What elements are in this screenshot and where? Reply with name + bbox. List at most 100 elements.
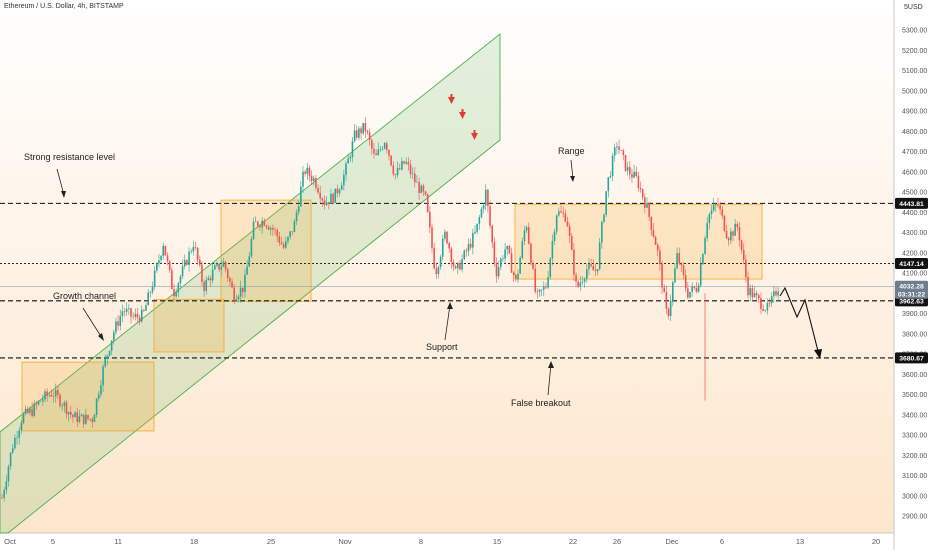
candle-body (616, 146, 618, 148)
candle-body (641, 189, 644, 198)
time-tick-label: 6 (720, 537, 724, 546)
candle-body (106, 355, 109, 359)
candle-body (573, 249, 575, 275)
candle-body (276, 230, 278, 237)
candle-body (493, 242, 496, 263)
candle-body (448, 243, 450, 249)
candle-body (732, 231, 734, 236)
level-price-tag (895, 257, 928, 269)
candle-body (609, 175, 612, 178)
candle-body (637, 176, 640, 188)
candle-body (89, 418, 91, 420)
candle-body (42, 399, 44, 402)
candle-body (321, 198, 324, 201)
candle-body (403, 161, 405, 164)
candle-body (317, 187, 319, 193)
candle-body (261, 220, 263, 228)
candle-body (583, 278, 586, 282)
candle-body (669, 300, 672, 317)
candle-body (560, 211, 562, 213)
time-tick-label: 15 (493, 537, 501, 546)
candle-body (441, 238, 444, 257)
candle-body (424, 191, 427, 195)
candle-body (336, 188, 339, 194)
candle-body (545, 286, 547, 288)
candle-body (338, 189, 341, 194)
candle-body (211, 269, 214, 281)
price-tick-label: 3500.00 (902, 392, 927, 399)
candle-body (300, 186, 302, 207)
candle-body (605, 191, 607, 215)
candle-body (14, 437, 16, 449)
candle-body (310, 175, 313, 181)
candle-body (269, 228, 272, 230)
level-price-text: 4443.81 (899, 201, 924, 208)
candle-body (280, 242, 283, 245)
price-tick-label: 4200.00 (902, 250, 927, 257)
support-arrowhead-icon (447, 302, 453, 309)
candle-body (659, 250, 661, 264)
last-price-tag (895, 280, 928, 299)
candle-body (454, 266, 457, 269)
candle-body (431, 227, 433, 248)
candle-body (332, 193, 334, 203)
price-tick-label: 5200.00 (902, 48, 927, 55)
candle-body (117, 321, 119, 326)
candle-body (121, 311, 124, 316)
candle-body (620, 149, 622, 151)
candle-body (652, 229, 655, 237)
candle-body (736, 223, 739, 228)
breakout-arrowhead-icon (548, 361, 554, 368)
candle-body (618, 146, 620, 150)
candle-body (205, 279, 208, 291)
candle-body (740, 240, 743, 251)
growth-channel (0, 33, 501, 534)
countdown-text: 03:31:22 (898, 292, 925, 299)
candle-body (67, 411, 70, 415)
candle-body (626, 167, 629, 171)
candle-body (353, 130, 356, 142)
candle-body (18, 430, 20, 438)
candle-body (110, 340, 113, 352)
candle-body (188, 251, 190, 265)
candle-body (1, 497, 3, 499)
time-tick-label: 22 (569, 537, 577, 546)
candle-body (168, 261, 171, 271)
candle-body (708, 214, 711, 223)
candle-body (5, 481, 8, 491)
currency-badge[interactable]: 5USD (904, 4, 923, 11)
price-tick-label: 4900.00 (902, 109, 927, 116)
candle-body (164, 245, 167, 256)
price-tick-label: 3300.00 (902, 433, 927, 440)
candle-body (646, 202, 648, 208)
candle-body (411, 173, 414, 175)
growth-channel-label: Growth channel (53, 291, 116, 301)
candle-body (186, 260, 188, 265)
price-tick-label: 5100.00 (902, 68, 927, 75)
time-tick-label: 11 (114, 537, 122, 546)
candle-body (145, 305, 147, 311)
last-price-text: 4032.28 (899, 284, 924, 291)
candle-body (242, 287, 244, 293)
candle-body (136, 314, 139, 318)
candle-body (444, 231, 446, 239)
candle-body (257, 221, 259, 226)
candle-body (220, 266, 223, 270)
candle-body (540, 289, 543, 291)
candle-body (663, 287, 665, 293)
candle-body (113, 332, 115, 341)
candle-body (429, 211, 431, 228)
candle-body (183, 260, 186, 267)
candle-body (500, 258, 502, 268)
candle-body (27, 408, 29, 413)
candle-body (130, 308, 132, 317)
candle-body (375, 153, 377, 156)
price-tick-label: 3200.00 (902, 453, 927, 460)
level-price-text: 4147.14 (899, 261, 924, 268)
candle-body (478, 217, 481, 224)
candle-body (11, 448, 14, 453)
candle-body (149, 292, 152, 293)
candle-body (388, 149, 390, 156)
candle-body (9, 452, 12, 467)
